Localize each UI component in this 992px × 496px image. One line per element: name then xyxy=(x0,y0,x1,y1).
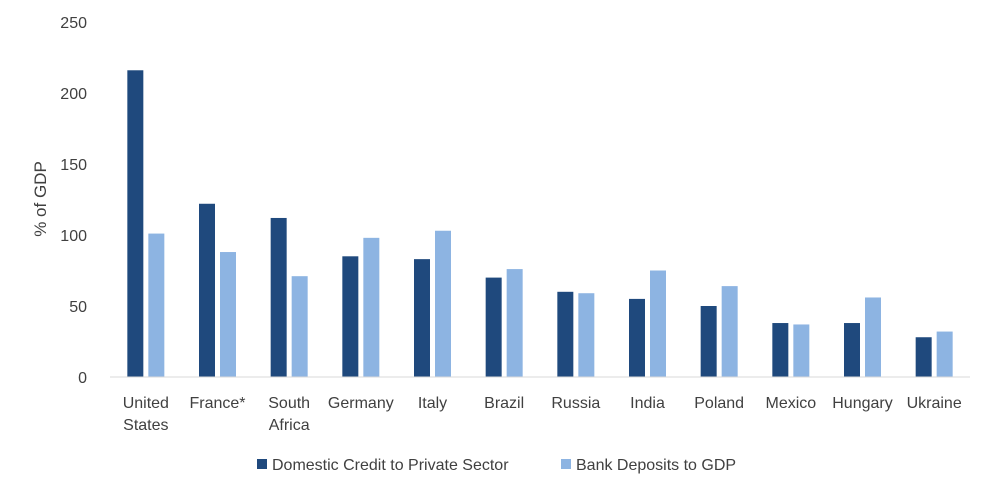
bar-domestic-credit xyxy=(342,256,359,377)
x-category-label: Brazil xyxy=(484,395,524,412)
x-category-label: India xyxy=(630,395,665,412)
x-axis-labels: United States France* South Africa Germany Ita… xyxy=(123,395,962,434)
x-category-label: Hungary xyxy=(832,395,892,412)
x-category-label: Russia xyxy=(551,395,600,412)
bar-domestic-credit xyxy=(915,337,932,377)
bar-bank-deposits xyxy=(650,270,666,377)
y-tick-label: 150 xyxy=(60,157,87,174)
bar-domestic-credit xyxy=(557,291,574,377)
legend-label: Bank Deposits to GDP xyxy=(576,457,736,474)
x-category-label: Ukraine xyxy=(907,395,962,412)
y-axis-ticks: 0 50 100 150 200 250 xyxy=(60,15,87,387)
x-category-label: Italy xyxy=(418,395,447,412)
legend: Domestic Credit to Private Sector Bank De… xyxy=(257,457,736,474)
bar-domestic-credit xyxy=(629,298,645,377)
y-tick-label: 200 xyxy=(60,86,87,103)
bar-domestic-credit xyxy=(700,306,717,377)
legend-label: Domestic Credit to Private Sector xyxy=(272,457,509,474)
bar-bank-deposits xyxy=(721,286,738,377)
y-tick-label: 250 xyxy=(60,15,87,32)
legend-swatch xyxy=(257,459,267,469)
bar-bank-deposits xyxy=(363,237,380,377)
bar-bank-deposits xyxy=(865,297,881,377)
x-category-label: Mexico xyxy=(765,395,816,412)
bar-domestic-credit xyxy=(127,70,144,377)
bar-domestic-credit xyxy=(199,203,215,377)
bars xyxy=(127,70,953,377)
bar-domestic-credit xyxy=(844,323,860,377)
bar-domestic-credit xyxy=(270,217,287,377)
bar-domestic-credit xyxy=(772,323,789,377)
bar-bank-deposits xyxy=(793,324,810,377)
y-tick-label: 50 xyxy=(69,299,87,316)
x-category-label: Germany xyxy=(328,395,394,412)
bar-bank-deposits xyxy=(435,230,451,377)
bar-bank-deposits xyxy=(220,252,236,377)
legend-swatch xyxy=(561,459,571,469)
bar-domestic-credit xyxy=(414,259,430,377)
x-category-label: Poland xyxy=(694,395,744,412)
y-axis-title: % of GDP xyxy=(31,161,50,237)
bar-bank-deposits xyxy=(578,293,595,377)
y-tick-label: 100 xyxy=(60,228,87,245)
bar-bank-deposits xyxy=(148,233,165,377)
bar-domestic-credit xyxy=(485,277,502,377)
x-category-label: United States xyxy=(123,395,169,434)
bar-bank-deposits xyxy=(506,269,523,377)
x-category-label: France* xyxy=(189,395,245,412)
bar-bank-deposits xyxy=(291,276,308,377)
x-category-label: South Africa xyxy=(268,395,310,434)
bar-bank-deposits xyxy=(936,331,953,377)
y-tick-label: 0 xyxy=(78,370,87,387)
